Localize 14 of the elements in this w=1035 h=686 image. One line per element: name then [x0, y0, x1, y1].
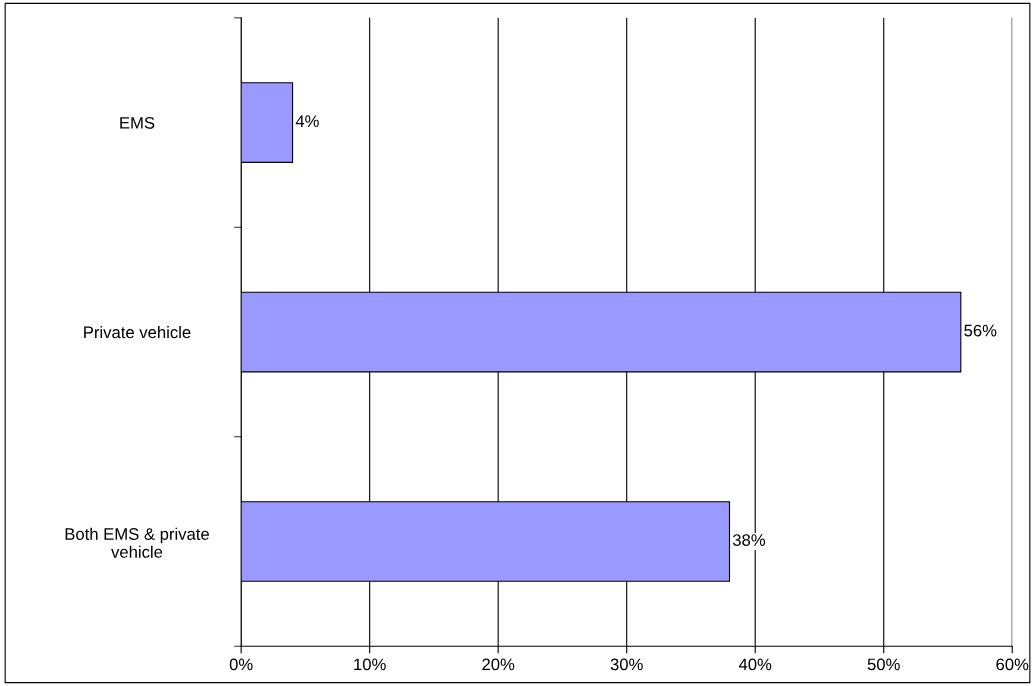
x-tick-label: 60% [996, 658, 1029, 671]
x-tick-label: 40% [738, 658, 772, 671]
x-tick-label: 30% [610, 658, 643, 671]
data-label: 38% [732, 534, 766, 546]
y-tick-label: EMS [120, 116, 155, 129]
x-tick-label: 0% [229, 658, 253, 671]
x-tick-label: 20% [482, 658, 515, 671]
data-label: 4% [295, 115, 319, 127]
x-tick-label: 10% [354, 658, 386, 671]
data-label: 56% [964, 324, 997, 337]
y-tick-label: Private vehicle [84, 325, 191, 339]
bar [241, 82, 294, 163]
y-tick-label: Both EMS & private vehicle [65, 527, 209, 558]
x-tick-label: 50% [867, 658, 900, 671]
